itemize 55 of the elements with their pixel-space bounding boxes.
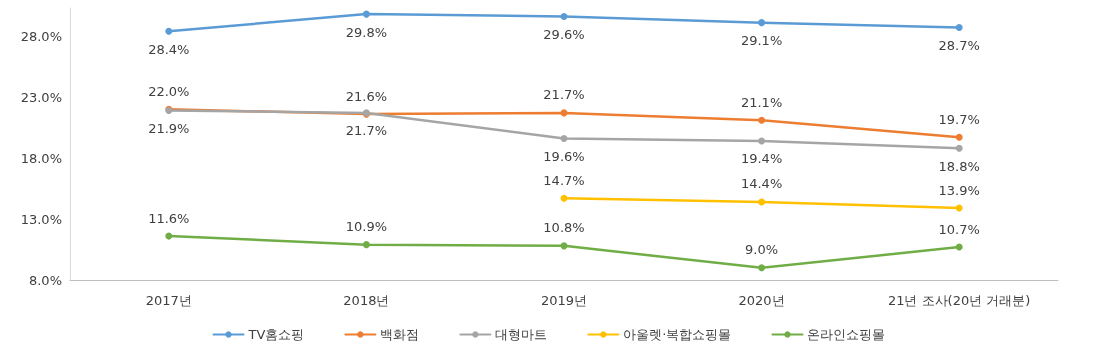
data-label: 10.8% [543,220,585,236]
data-label: 10.7% [938,221,980,237]
data-label: 13.9% [938,182,980,198]
x-tick-label: 2020년 [738,293,785,308]
data-label: 28.4% [148,41,190,57]
point [165,27,173,35]
point [758,264,766,272]
x-tick-label: 2017년 [145,293,192,308]
point [758,137,766,145]
point [758,19,766,27]
point [758,198,766,206]
point [560,13,568,21]
point [165,232,173,240]
data-label: 29.8% [345,24,388,40]
data-label: 14.7% [543,172,585,188]
data-label: 19.7% [938,111,980,127]
point [560,135,568,143]
legend-label: 대형마트 [495,327,548,342]
point [955,24,963,32]
data-label: 19.4% [740,151,783,167]
data-label: 21.9% [148,120,190,136]
y-tick-label: 13.0% [20,211,62,227]
point [758,116,766,124]
data-label: 22.0% [148,83,190,99]
data-label: 29.6% [543,27,585,43]
y-tick-label: 28.0% [20,28,62,44]
point [362,10,370,18]
data-label: 11.6% [148,210,190,226]
point [955,243,963,251]
data-label: 29.1% [740,33,783,49]
y-tick-label: 8.0% [28,272,62,288]
legend-label: 아울렛·복합쇼핑몰 [623,327,732,342]
point [955,204,963,212]
point [955,133,963,141]
y-tick-label: 18.0% [20,150,62,166]
y-tick-label: 23.0% [20,89,62,105]
data-label: 21.7% [543,87,585,103]
point [560,194,568,202]
data-label: 21.1% [740,94,783,110]
x-tick-label: 2019년 [540,293,588,308]
data-label: 21.7% [345,123,388,139]
data-label: 10.9% [345,219,388,235]
x-tick-label: 21년 조사(20년 거래분) [887,293,1031,308]
data-label: 28.7% [938,38,980,54]
data-label: 19.6% [543,149,585,165]
legend-label: 백화점 [380,327,420,342]
point [362,241,370,249]
legend-label: TV홈쇼핑 [247,327,305,342]
data-label: 21.6% [345,88,388,104]
legend-label: 온라인쇼핑몰 [807,327,886,342]
data-label: 14.4% [740,176,783,192]
data-label: 9.0% [745,242,779,258]
x-tick-label: 2018년 [343,293,390,308]
point [955,144,963,152]
data-label: 18.8% [938,158,980,174]
